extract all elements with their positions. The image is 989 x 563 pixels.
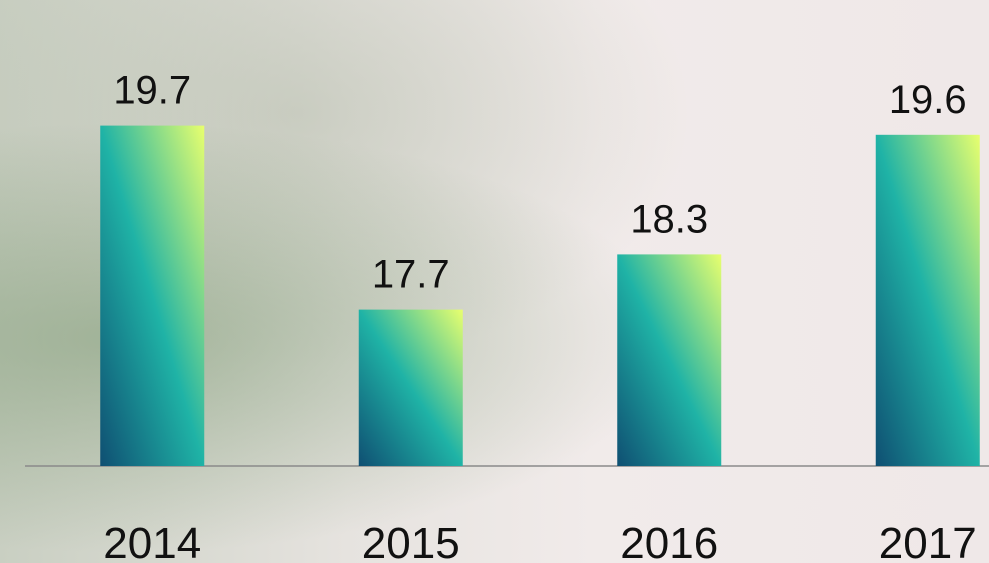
value-label: 17.7 [372, 253, 450, 297]
value-label: 18.3 [630, 197, 708, 241]
bar [100, 125, 205, 466]
bar [358, 309, 463, 466]
bar [617, 254, 722, 466]
value-label: 19.7 [113, 69, 191, 113]
value-label: 19.6 [889, 78, 967, 122]
x-tick-label: 2016 [620, 519, 718, 563]
x-tick-label: 2014 [103, 519, 201, 563]
x-tick-label: 2017 [879, 519, 977, 563]
bar [875, 134, 980, 467]
x-tick-label: 2015 [362, 519, 460, 563]
